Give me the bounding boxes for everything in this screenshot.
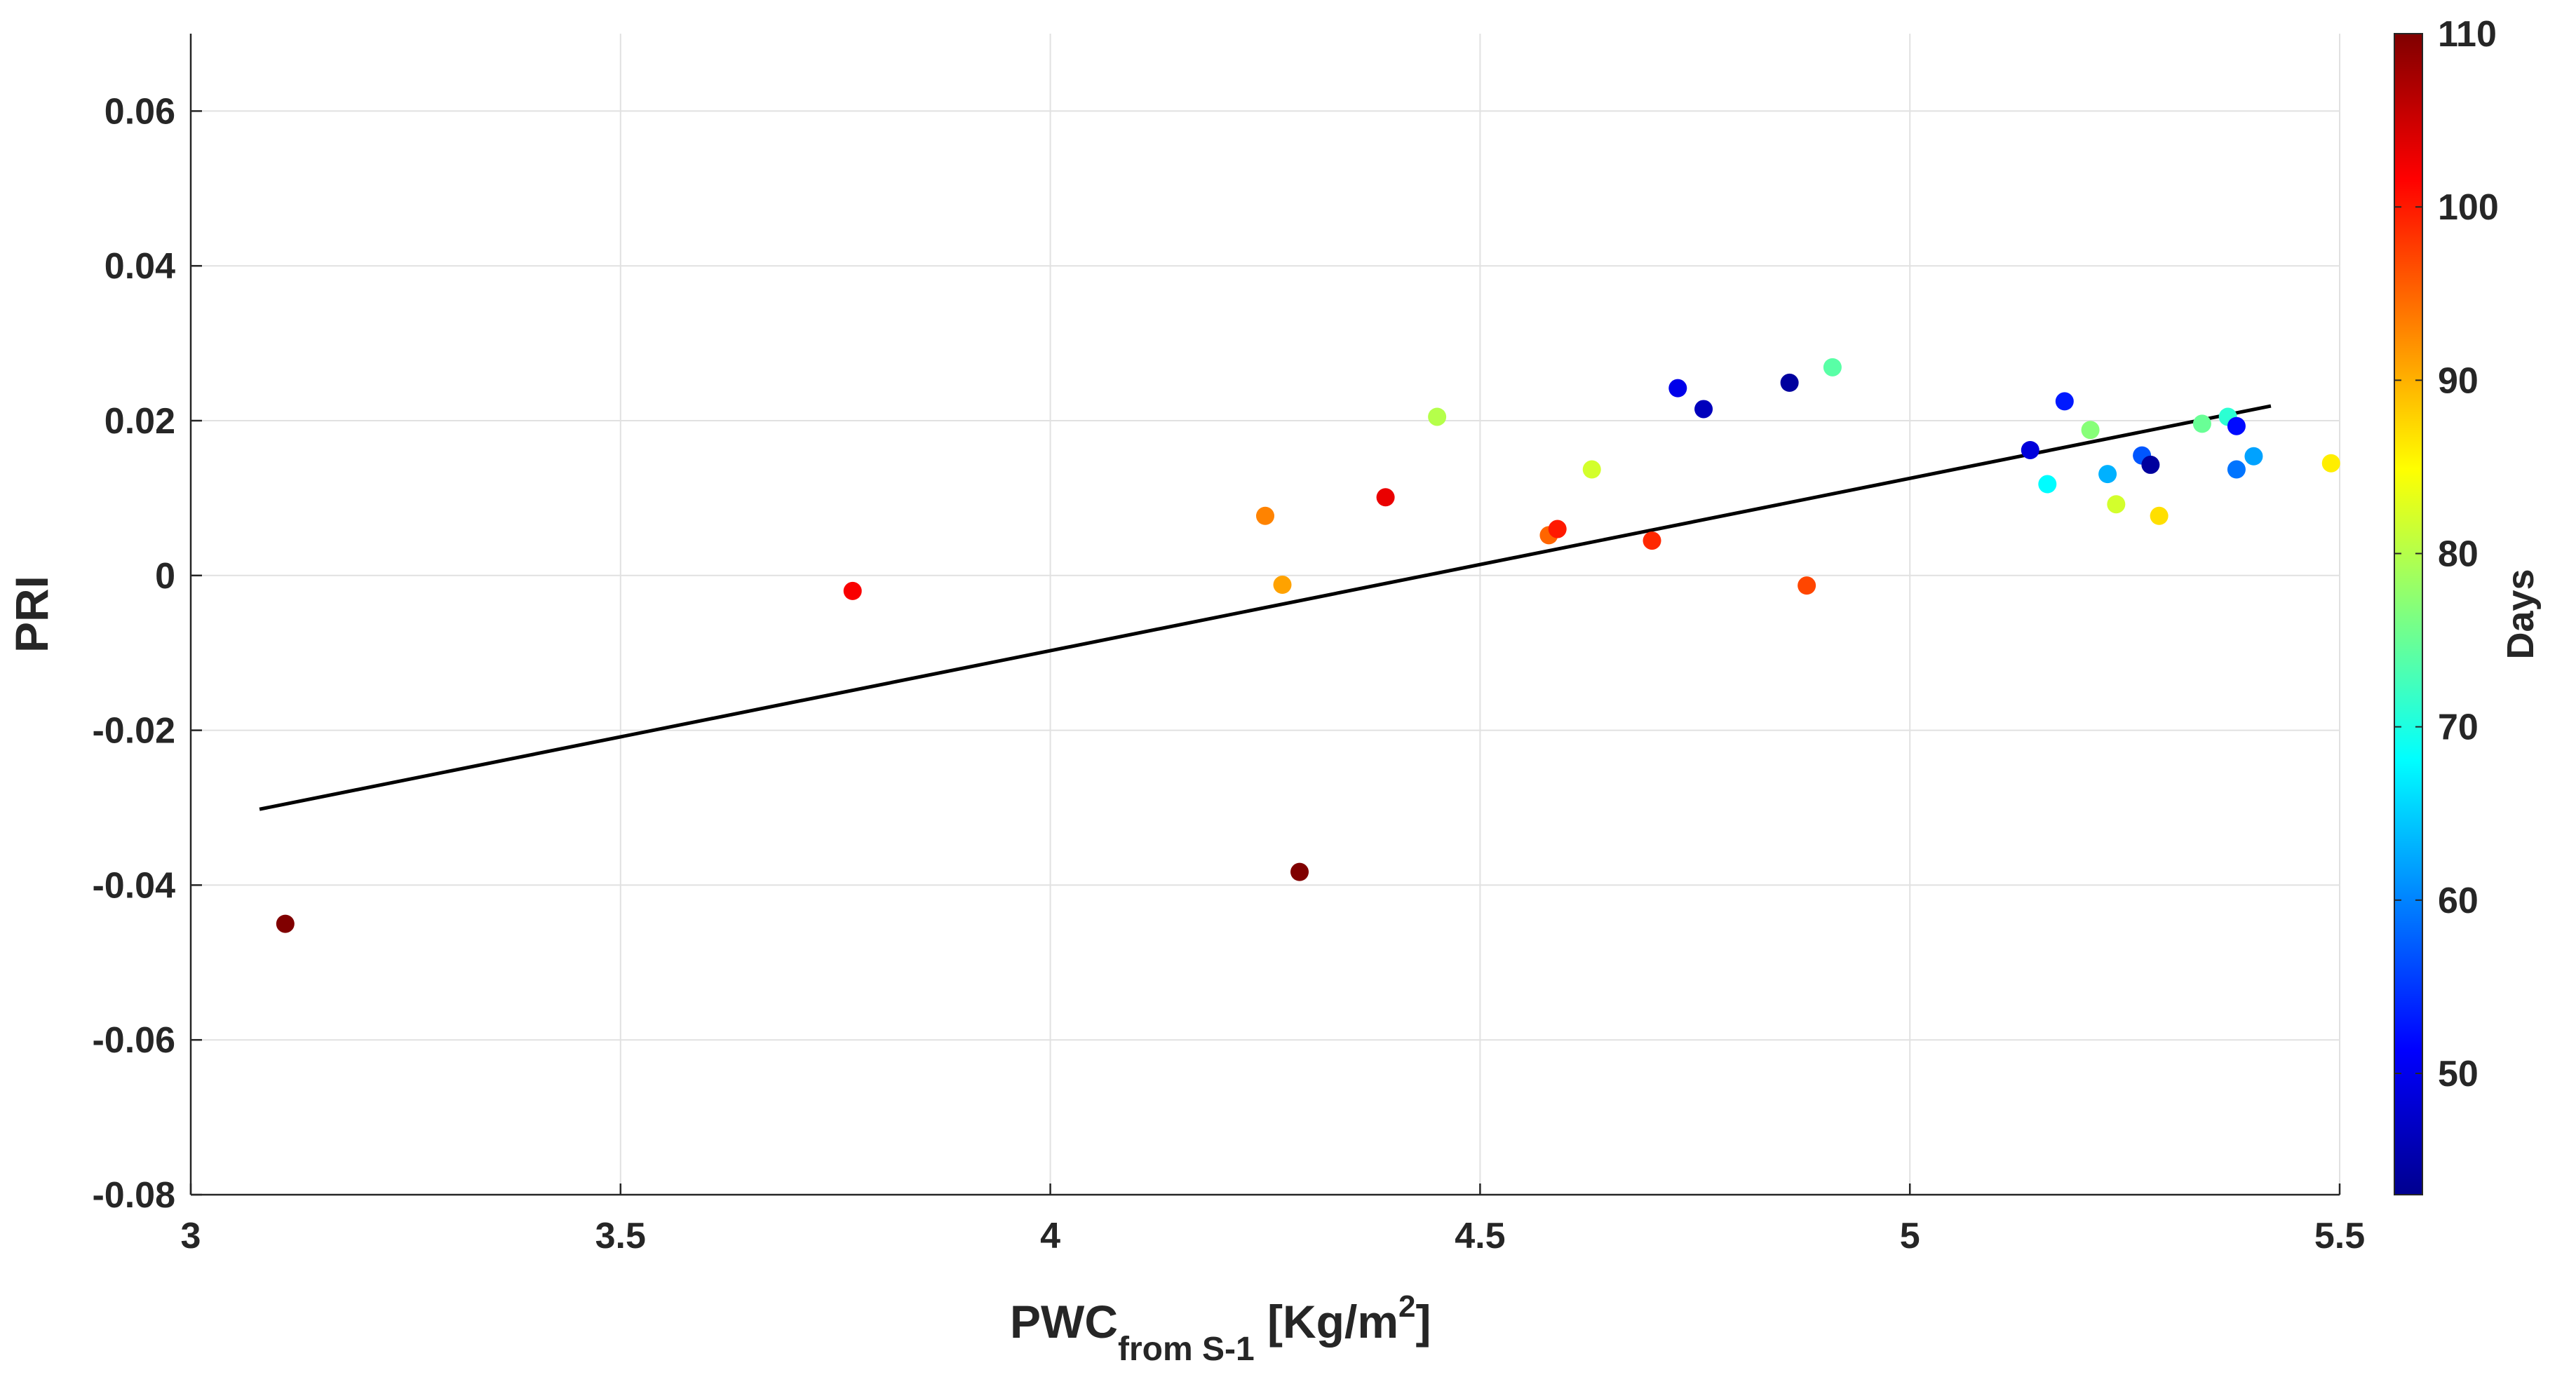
data-point bbox=[2244, 447, 2263, 466]
grid-lines bbox=[190, 34, 2340, 1195]
x-axis-title-subscript: from S-1 bbox=[1118, 1331, 1255, 1368]
colorbar-tick-label: 80 bbox=[2438, 534, 2479, 574]
data-point bbox=[1256, 506, 1274, 525]
colorbar-tick-label: 100 bbox=[2438, 187, 2499, 228]
data-point bbox=[843, 581, 862, 600]
data-point bbox=[2107, 495, 2126, 514]
data-point bbox=[1376, 488, 1395, 507]
colorbar-tick-label: 90 bbox=[2438, 360, 2479, 401]
colorbar-tick-label: 70 bbox=[2438, 707, 2479, 748]
x-tick-label: 3.5 bbox=[595, 1216, 646, 1256]
plot-area bbox=[191, 34, 2340, 1195]
x-axis-title-main: PWC bbox=[1010, 1296, 1118, 1348]
x-axis-title: PWCfrom S-1 [Kg/m2] bbox=[1010, 1289, 1431, 1368]
data-point bbox=[2227, 460, 2246, 479]
data-point bbox=[1428, 407, 1447, 426]
data-point bbox=[2141, 455, 2160, 474]
axes bbox=[189, 34, 2341, 1196]
data-point bbox=[2321, 454, 2340, 473]
colorbar-ticks: 50 60 70 80 90 100 110 bbox=[2394, 14, 2499, 1094]
colorbar-tick-label: 110 bbox=[2438, 14, 2497, 55]
data-point bbox=[276, 914, 295, 933]
x-tick-label: 4 bbox=[1040, 1216, 1060, 1256]
colorbar bbox=[2394, 33, 2423, 1195]
y-axis-title: PRI bbox=[6, 576, 58, 653]
x-tick-label: 5 bbox=[1900, 1216, 1920, 1256]
data-point bbox=[1582, 460, 1601, 479]
data-point bbox=[1823, 358, 1842, 377]
y-tick-label: -0.04 bbox=[92, 865, 175, 906]
tick-labels: 3 3.5 4 4.5 5 5.5 -0.08 -0.06 -0.04 -0.02 0 0.02 0.0… bbox=[92, 91, 2365, 1256]
data-point bbox=[2038, 475, 2057, 494]
data-point bbox=[2098, 465, 2117, 484]
data-point bbox=[1548, 520, 1567, 538]
y-tick-label: 0.04 bbox=[104, 246, 175, 287]
x-tick-label: 5.5 bbox=[2314, 1216, 2365, 1256]
colorbar-title: Days bbox=[2500, 569, 2542, 659]
x-axis-title-units: [Kg/m bbox=[1255, 1296, 1398, 1348]
fit-line-group bbox=[259, 404, 2272, 811]
data-point bbox=[2192, 414, 2211, 433]
data-point bbox=[2081, 421, 2100, 440]
data-point bbox=[1780, 373, 1799, 392]
data-point bbox=[1273, 576, 1292, 595]
x-tick-label: 3 bbox=[181, 1216, 201, 1256]
data-point bbox=[1668, 379, 1687, 398]
y-tick-label: 0 bbox=[155, 556, 175, 597]
data-point bbox=[1694, 400, 1713, 419]
data-point bbox=[1798, 576, 1816, 595]
y-tick-label: -0.08 bbox=[92, 1175, 175, 1216]
y-tick-label: 0.02 bbox=[104, 401, 175, 442]
data-point bbox=[2150, 506, 2169, 525]
scatter-points bbox=[276, 358, 2340, 933]
data-point bbox=[1643, 531, 1661, 550]
data-point bbox=[1290, 862, 1309, 881]
y-tick-label: -0.02 bbox=[92, 711, 175, 752]
fit-line bbox=[259, 404, 2272, 811]
y-tick-label: -0.06 bbox=[92, 1020, 175, 1061]
y-tick-label: 0.06 bbox=[104, 91, 175, 132]
data-point bbox=[2227, 416, 2246, 435]
data-point bbox=[2055, 392, 2074, 411]
colorbar-tick-label: 50 bbox=[2438, 1054, 2479, 1094]
x-axis-title-units-end: ] bbox=[1416, 1296, 1431, 1348]
colorbar-tick-label: 60 bbox=[2438, 881, 2479, 921]
x-axis-title-superscript: 2 bbox=[1398, 1289, 1415, 1324]
x-tick-label: 4.5 bbox=[1455, 1216, 1505, 1256]
data-point bbox=[2021, 440, 2039, 459]
